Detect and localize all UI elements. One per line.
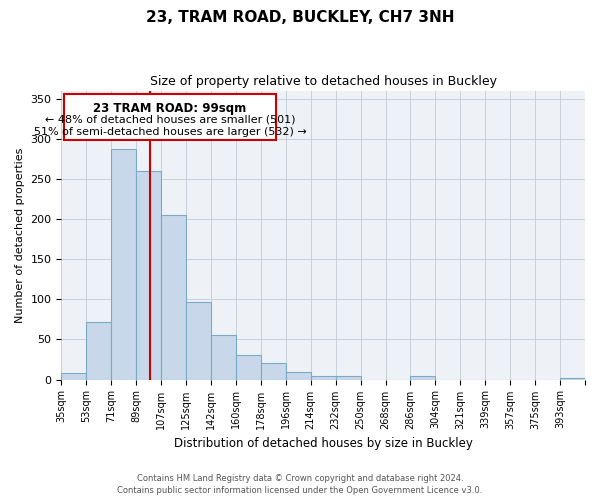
Bar — [236, 356, 261, 380]
Text: 23 TRAM ROAD: 99sqm: 23 TRAM ROAD: 99sqm — [94, 102, 247, 115]
Text: Contains HM Land Registry data © Crown copyright and database right 2024.
Contai: Contains HM Land Registry data © Crown c… — [118, 474, 482, 495]
Title: Size of property relative to detached houses in Buckley: Size of property relative to detached ho… — [150, 75, 497, 88]
Bar — [410, 376, 436, 380]
Bar — [211, 336, 236, 380]
Y-axis label: Number of detached properties: Number of detached properties — [15, 148, 25, 323]
Text: ← 48% of detached houses are smaller (501): ← 48% of detached houses are smaller (50… — [45, 114, 295, 124]
Bar — [560, 378, 585, 380]
FancyBboxPatch shape — [64, 94, 276, 140]
Bar — [86, 322, 111, 380]
Bar — [61, 373, 86, 380]
Bar — [161, 215, 186, 380]
Text: 23, TRAM ROAD, BUCKLEY, CH7 3NH: 23, TRAM ROAD, BUCKLEY, CH7 3NH — [146, 10, 454, 25]
Bar — [136, 171, 161, 380]
Bar — [286, 372, 311, 380]
Bar — [311, 376, 335, 380]
Bar — [111, 149, 136, 380]
Text: 51% of semi-detached houses are larger (532) →: 51% of semi-detached houses are larger (… — [34, 128, 307, 138]
Bar — [186, 302, 211, 380]
X-axis label: Distribution of detached houses by size in Buckley: Distribution of detached houses by size … — [174, 437, 473, 450]
Bar — [335, 376, 361, 380]
Bar — [261, 362, 286, 380]
